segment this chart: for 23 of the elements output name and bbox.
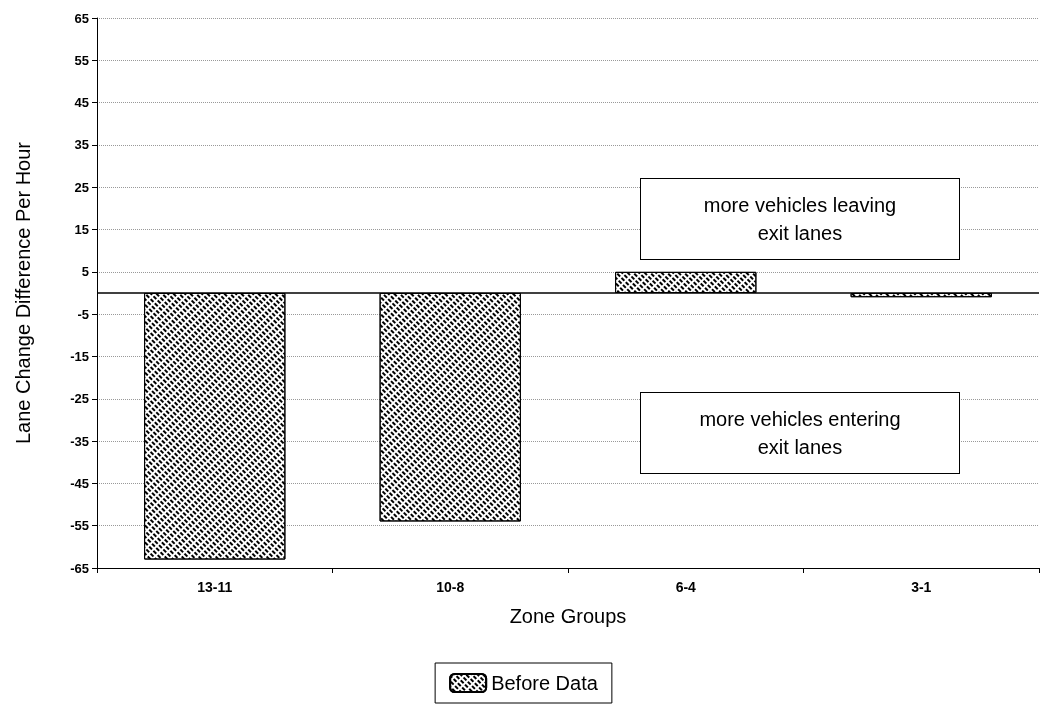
x-tick-label: 3-1 — [911, 579, 932, 595]
x-axis-title: Zone Groups — [509, 605, 627, 627]
y-tick-label: 55 — [74, 52, 89, 68]
y-tick-label: 5 — [81, 264, 89, 280]
y-axis-title: Lane Change Difference Per Hour — [12, 141, 34, 445]
y-tick-label: -5 — [77, 306, 89, 322]
legend-label: Before Data — [491, 672, 599, 694]
y-tick-label: 25 — [74, 179, 89, 195]
y-tick-label: 15 — [74, 222, 89, 238]
y-tick-label: -35 — [70, 433, 89, 449]
x-tick-label: 10-8 — [436, 579, 465, 595]
x-tick-label: 13-11 — [197, 579, 233, 595]
y-tick-label: -25 — [70, 391, 89, 407]
y-tick-label: 35 — [74, 137, 89, 153]
y-tick-label: -45 — [70, 475, 89, 491]
y-tick-label: -55 — [70, 518, 89, 534]
y-tick-label: -65 — [70, 560, 89, 576]
y-tick-label: 45 — [74, 95, 89, 111]
y-tick-label: 65 — [74, 10, 89, 26]
note-box: more vehicles entering exit lanes — [640, 392, 960, 474]
y-tick-label: -15 — [70, 348, 89, 364]
note-box: more vehicles leaving exit lanes — [640, 178, 960, 260]
x-tick-label: 6-4 — [675, 579, 697, 595]
